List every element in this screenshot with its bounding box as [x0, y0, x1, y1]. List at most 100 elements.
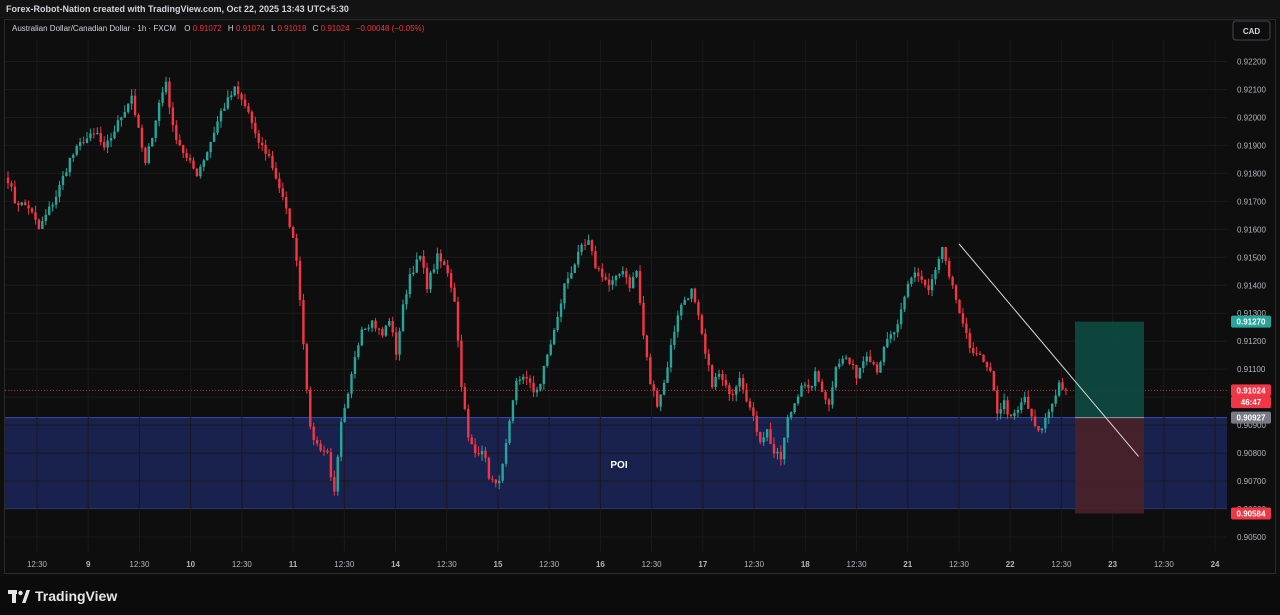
candle	[171, 102, 175, 132]
legend-open-label: O	[184, 24, 190, 33]
candle-body	[693, 288, 697, 303]
candle-body	[13, 186, 17, 204]
candle	[868, 349, 872, 363]
overlay-layer	[958, 243, 1139, 457]
candle	[1026, 390, 1030, 409]
candle-body	[51, 204, 54, 207]
candle-body	[188, 158, 192, 161]
candle	[824, 389, 827, 405]
x-tick-label: 12:30	[27, 560, 48, 569]
candle-body	[285, 197, 288, 209]
candle-body	[343, 407, 346, 422]
chart-canvas[interactable]: POI 0.922000.921000.920000.919000.918000…	[0, 0, 1280, 576]
candle-body	[501, 463, 504, 481]
legend-low-value: 0.91018	[277, 24, 306, 33]
candle-body	[707, 353, 710, 366]
candle-body	[1064, 389, 1068, 391]
candle-body	[1013, 412, 1016, 417]
candle-body	[99, 133, 102, 142]
candle	[676, 310, 680, 338]
candle	[783, 437, 786, 465]
candle	[559, 299, 563, 323]
candle-body	[178, 140, 181, 146]
candle	[848, 357, 851, 366]
candle	[436, 247, 439, 275]
y-tick-label: 0.92000	[1237, 113, 1266, 122]
legend-symbol: Australian Dollar/Canadian Dollar · 1h ·…	[12, 24, 176, 33]
candle-body	[893, 332, 896, 335]
candle-body	[1047, 411, 1051, 418]
candle	[793, 402, 796, 415]
candle	[680, 302, 683, 321]
candle	[267, 148, 271, 158]
candle	[594, 245, 597, 269]
candle-body	[838, 363, 841, 368]
x-tick-label: 14	[391, 560, 400, 569]
candle	[484, 446, 487, 463]
candle	[494, 479, 497, 488]
candle	[257, 129, 260, 149]
candle	[920, 270, 923, 284]
x-tick-label: 12:30	[642, 560, 663, 569]
poi-zone	[5, 417, 1227, 509]
candle-body	[906, 283, 910, 297]
candle-body	[480, 450, 484, 455]
candle	[635, 269, 638, 279]
x-tick-label: 12:30	[539, 560, 560, 569]
tradingview-logo[interactable]: TradingView	[8, 587, 117, 605]
candle-body	[470, 437, 473, 445]
candle-body	[336, 456, 339, 492]
poi-zone-layer: POI	[5, 417, 1227, 509]
candle	[381, 327, 384, 338]
candle	[360, 326, 364, 347]
candle-body	[728, 385, 731, 395]
candle-body	[577, 251, 580, 265]
footer-bar: TradingView	[0, 576, 1280, 615]
candle	[875, 361, 879, 375]
candle-body	[278, 178, 281, 189]
candle-body	[879, 362, 882, 373]
candle	[649, 353, 652, 385]
candle-body	[645, 335, 649, 358]
candle	[54, 190, 58, 209]
candle-body	[570, 272, 573, 279]
candle-body	[738, 378, 741, 387]
candle	[13, 180, 17, 204]
candle-body	[1009, 414, 1013, 417]
candle	[226, 90, 230, 110]
candle-body	[92, 133, 96, 135]
candle	[583, 238, 587, 250]
candle	[683, 296, 686, 305]
candle	[219, 108, 223, 128]
candle	[329, 448, 333, 481]
candle	[1051, 403, 1054, 418]
currency-button[interactable]: CAD	[1232, 20, 1271, 41]
candle	[573, 263, 576, 274]
candle	[333, 470, 336, 496]
candle	[178, 134, 181, 147]
candle-body	[267, 153, 271, 156]
candle	[886, 332, 889, 349]
candle-body	[171, 107, 175, 126]
candle-body	[515, 380, 518, 401]
candle-body	[422, 256, 425, 268]
y-tick-label: 0.91700	[1237, 197, 1266, 206]
candle	[312, 422, 315, 446]
candle-body	[281, 188, 284, 198]
candle-body	[862, 361, 865, 369]
candle-body	[109, 138, 113, 141]
y-tick-label: 0.90900	[1237, 421, 1266, 430]
candle-body	[590, 240, 594, 251]
candle	[240, 92, 243, 106]
candle	[463, 382, 467, 411]
candle	[614, 274, 618, 287]
candle-body	[85, 138, 89, 143]
candle	[1013, 409, 1016, 420]
legend-close-label: C	[313, 24, 319, 33]
candle-body	[322, 450, 326, 452]
candle-body	[398, 331, 401, 355]
candle	[1037, 425, 1040, 432]
candle	[508, 418, 511, 446]
candle-body	[61, 175, 65, 185]
price-label-text: 0.91024	[1237, 386, 1266, 395]
